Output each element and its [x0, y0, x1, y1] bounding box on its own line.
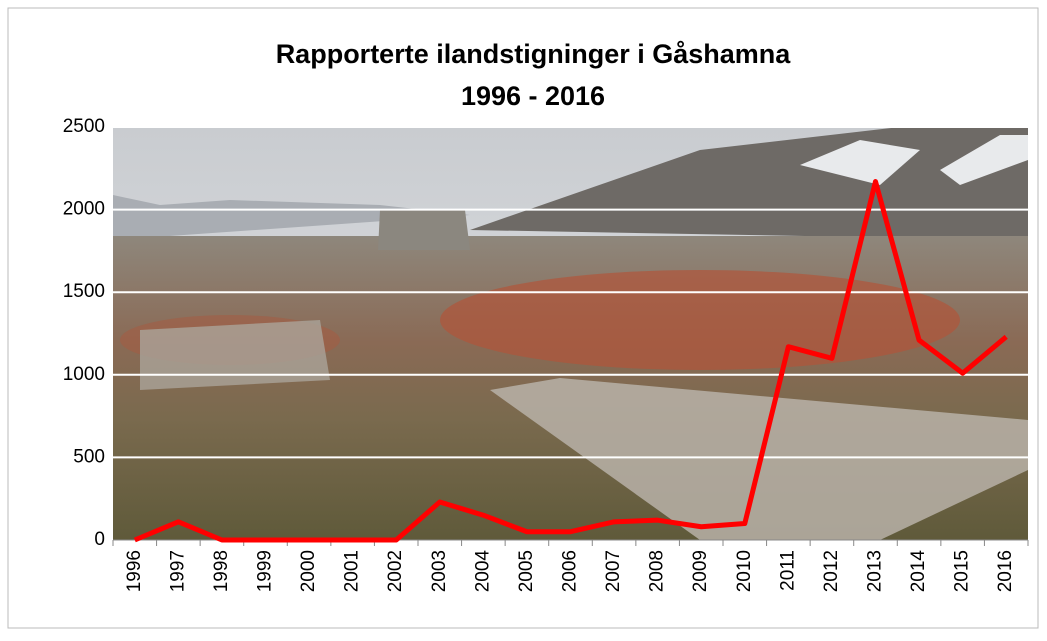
x-tick-label: 2000 — [298, 550, 319, 592]
x-tick-label: 2011 — [777, 550, 798, 591]
x-tick-label: 2007 — [603, 550, 624, 592]
x-tick-label: 2005 — [516, 550, 537, 592]
x-tick-label: 2002 — [385, 550, 406, 592]
x-tick-label: 1996 — [124, 550, 145, 592]
x-tick-label: 2008 — [647, 550, 668, 592]
x-tick-label: 2014 — [908, 550, 929, 593]
x-tick-label: 2001 — [342, 550, 363, 592]
x-tick-label: 2003 — [429, 550, 450, 592]
y-tick-label: 2000 — [63, 199, 105, 220]
x-tick-label: 2012 — [821, 550, 842, 592]
x-tick-label: 1997 — [167, 550, 188, 592]
chart-subtitle: 1996 - 2016 — [461, 81, 605, 111]
background-photo — [113, 127, 1028, 540]
x-tick-label: 2013 — [865, 550, 886, 592]
x-tick-label: 1999 — [255, 550, 276, 592]
chart: Rapporterte ilandstigninger i Gåshamna 1… — [0, 0, 1047, 636]
x-tick-label: 2016 — [995, 550, 1016, 592]
y-tick-label: 0 — [94, 529, 105, 550]
x-tick-label: 2015 — [952, 550, 973, 592]
x-tick-label: 2010 — [734, 550, 755, 592]
y-tick-label: 2500 — [63, 116, 105, 137]
chart-title: Rapporterte ilandstigninger i Gåshamna — [276, 39, 792, 69]
x-tick-label: 1998 — [211, 550, 232, 592]
y-tick-label: 1500 — [63, 281, 105, 302]
x-tick-label: 2006 — [560, 550, 581, 592]
y-tick-label: 500 — [73, 446, 105, 467]
x-tick-label: 2009 — [690, 550, 711, 592]
y-tick-label: 1000 — [63, 364, 105, 385]
x-tick-label: 2004 — [472, 550, 493, 593]
